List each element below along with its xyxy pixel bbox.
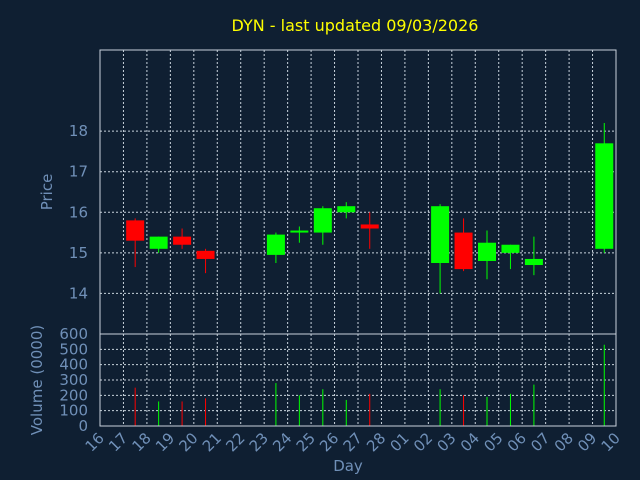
candle-body: [313, 208, 332, 233]
x-axis-label: Day: [333, 457, 363, 475]
x-tick-label: 28: [363, 429, 389, 455]
candle-body: [173, 236, 192, 245]
price-tick-label: 16: [69, 203, 88, 221]
candle-body: [431, 206, 450, 263]
candle-body: [149, 236, 168, 249]
x-tick-label: 23: [246, 429, 272, 455]
candle-body: [196, 250, 215, 259]
candle-body: [266, 234, 285, 255]
volume-tick-label: 100: [59, 402, 88, 420]
x-tick-labels: 1617181920212223242526272801020304050607…: [82, 429, 624, 455]
x-tick-label: 02: [410, 429, 436, 455]
x-tick-label: 20: [175, 429, 201, 455]
x-tick-label: 01: [387, 429, 413, 455]
x-tick-label: 24: [269, 429, 295, 455]
candle-body: [454, 232, 473, 270]
candle-body: [595, 143, 614, 249]
volume-axis-label: Volume (0000): [28, 325, 46, 435]
x-tick-label: 22: [222, 429, 248, 455]
candle-body: [478, 242, 496, 261]
x-tick-label: 03: [433, 429, 459, 455]
volume-tick-label: 500: [59, 340, 88, 358]
volume-tick-label: 0: [78, 417, 88, 435]
x-tick-label: 04: [457, 429, 483, 455]
x-tick-label: 26: [316, 429, 342, 455]
volume-bars: [134, 344, 605, 426]
candle-body: [501, 244, 520, 253]
volume-gridlines: [99, 333, 617, 427]
price-gridlines: [99, 50, 617, 334]
x-tick-label: 07: [527, 429, 553, 455]
x-tick-label: 06: [504, 429, 530, 455]
price-candles: [126, 123, 614, 294]
x-tick-label: 19: [152, 429, 178, 455]
volume-tick-label: 600: [59, 325, 88, 343]
candle-body: [337, 206, 356, 213]
volume-tick-label: 200: [59, 386, 88, 404]
x-tick-label: 25: [293, 429, 319, 455]
volume-panel-frame: [99, 333, 617, 427]
x-tick-label: 27: [340, 429, 366, 455]
volume-tick-label: 400: [59, 356, 88, 374]
x-tick-label: 05: [480, 429, 506, 455]
price-tick-label: 18: [69, 122, 88, 140]
price-tick-label: 15: [69, 244, 88, 262]
x-tick-label: 10: [598, 429, 624, 455]
candle-body: [290, 230, 309, 233]
price-tick-label: 17: [69, 163, 88, 181]
x-tick-label: 08: [551, 429, 577, 455]
candle-body: [524, 258, 543, 266]
candle-body: [360, 224, 379, 229]
price-y-tick-labels: 14 15 16 17 18: [69, 122, 88, 302]
x-tick-label: 18: [129, 429, 155, 455]
x-tick-label: 21: [199, 429, 225, 455]
candle-body: [126, 220, 145, 241]
price-tick-label: 14: [69, 284, 88, 302]
price-axis-label: Price: [38, 174, 56, 211]
chart-title: DYN - last updated 09/03/2026: [232, 16, 479, 35]
x-tick-label: 17: [105, 429, 131, 455]
volume-tick-label: 300: [59, 371, 88, 389]
x-tick-label: 09: [574, 429, 600, 455]
